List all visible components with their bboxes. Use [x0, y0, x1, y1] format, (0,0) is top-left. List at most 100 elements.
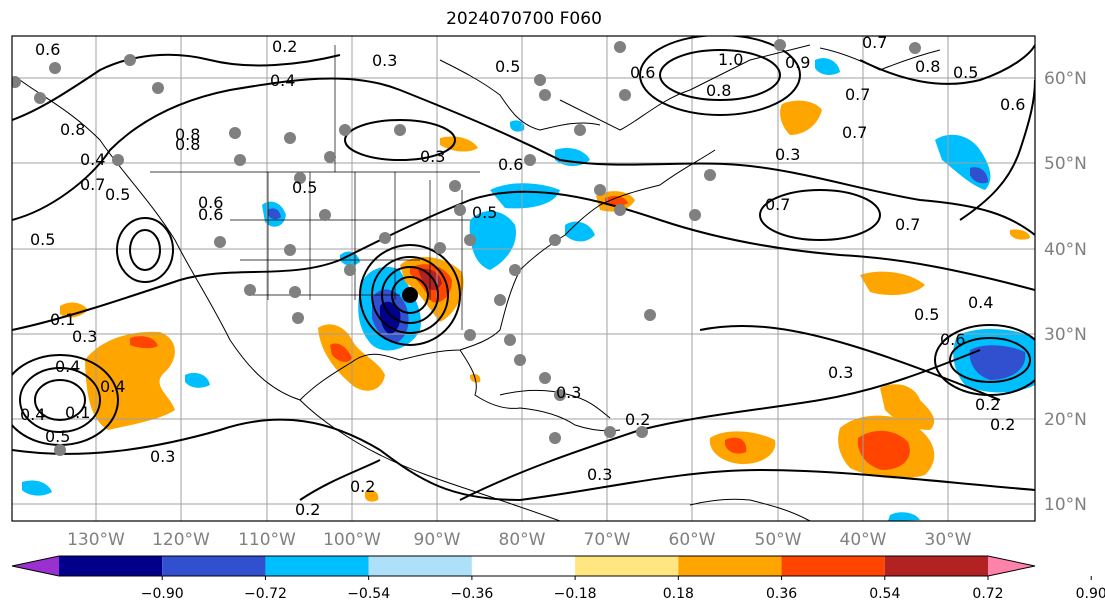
lat-label-60n: 60°N [1044, 69, 1087, 89]
contour-label: 0.7 [845, 85, 870, 104]
contour-labels: 0.6 0.2 0.3 0.3 0.6 0.1 0.4 1.0 0.6 0.8 … [20, 33, 1025, 519]
colorbar-tick-label: −0.72 [244, 586, 287, 602]
colorbar-tick-label: 0.72 [972, 586, 1003, 602]
lat-label-30n: 30°N [1044, 325, 1087, 345]
contour-label: 0.6 [940, 330, 965, 349]
lon-label-110w: 110°W [238, 530, 296, 550]
contour-label: 0.4 [80, 150, 105, 169]
latitude-labels: 60°N 50°N 40°N 30°N 20°N 10°N [1044, 69, 1087, 515]
contour-label: 0.3 [72, 327, 97, 346]
contour-label: 0.7 [765, 195, 790, 214]
lat-label-50n: 50°N [1044, 154, 1087, 174]
contour-label: 0.9 [785, 53, 810, 72]
contour-label: 0.5 [105, 185, 130, 204]
contour-label: 0.3 [556, 383, 581, 402]
contour-label: 0.8 [175, 125, 200, 144]
colorbar-tick-label: 0.18 [663, 586, 694, 602]
contour-label: 0.4 [20, 405, 45, 424]
colorbar-outline [11, 555, 1036, 577]
colorbar-tick-label: 0.54 [869, 586, 900, 602]
contour-label: 0.5 [292, 178, 317, 197]
colorbar-tick-label: 0.90 [1076, 586, 1105, 602]
contour-label: 0.8 [60, 120, 85, 139]
contour-label: 0.4 [968, 293, 993, 312]
lon-label-90w: 90°W [414, 530, 461, 550]
contour-label: 0.5 [914, 305, 939, 324]
colorbar-tick-label: 0.36 [766, 586, 797, 602]
lon-label-50w: 50°W [755, 530, 802, 550]
map-frame [11, 35, 1036, 522]
lon-label-30w: 30°W [925, 530, 972, 550]
contour-label: 0.6 [498, 155, 523, 174]
colorbar-segment [884, 556, 988, 576]
lon-label-130w: 130°W [67, 530, 125, 550]
contour-label: 0.3 [828, 363, 853, 382]
contour-label: 0.5 [45, 427, 70, 446]
contour-label: 0.5 [495, 57, 520, 76]
contour-label: 0.8 [175, 135, 200, 154]
contour-label: 0.8 [915, 57, 940, 76]
lat-label-40n: 40°N [1044, 240, 1087, 260]
lon-label-100w: 100°W [323, 530, 381, 550]
colorbar-segment [162, 556, 266, 576]
contour-label: 0.6 [1000, 95, 1025, 114]
contour-label: 0.7 [80, 175, 105, 194]
contour-label: 0.7 [895, 215, 920, 234]
storm-center-marker [402, 287, 418, 303]
colorbar-tick-label: −0.18 [554, 586, 597, 602]
colorbar: −0.90 −0.72 −0.54 −0.36 −0.18 0.18 0.36 0.54 0.7… [11, 555, 1105, 602]
lon-label-120w: 120°W [152, 530, 210, 550]
colorbar-segment [265, 556, 369, 576]
contour-label: 0.3 [420, 147, 445, 166]
contour-label: 0.1 [65, 403, 90, 422]
contour-label: 0.7 [862, 33, 887, 52]
contour-label: 0.7 [842, 123, 867, 142]
colorbar-tick-label: −0.54 [347, 586, 390, 602]
contour-label: 0.2 [625, 410, 650, 429]
contour-label: 0.3 [587, 465, 612, 484]
graticule [12, 36, 1035, 521]
contour-label: 1.0 [718, 50, 743, 69]
contour-label: 0.4 [270, 71, 295, 90]
contour-label: 0.5 [472, 203, 497, 222]
colorbar-segment [781, 556, 885, 576]
colorbar-tick-label: −0.36 [450, 586, 493, 602]
contour-label: 0.4 [100, 377, 125, 396]
contour-label: 0.2 [975, 395, 1000, 414]
colorbar-extend-max [988, 556, 1035, 576]
contour-label: 0.6 [630, 63, 655, 82]
colorbar-segment [59, 556, 163, 576]
contour-label: 0.1 [50, 310, 75, 329]
lon-label-70w: 70°W [584, 530, 631, 550]
contour-label: 0.6 [198, 193, 223, 212]
contour-label: 0.5 [953, 63, 978, 82]
contour-label: 0.3 [372, 51, 397, 70]
contour-label: 0.2 [272, 37, 297, 56]
colorbar-segment [575, 556, 679, 576]
contour-label: 0.2 [295, 500, 320, 519]
contour-lines [12, 36, 1035, 502]
contour-label: 0.6 [198, 205, 223, 224]
colorbar-segment [678, 556, 782, 576]
contour-label: 0.8 [706, 81, 731, 100]
contour-label: 0.6 [35, 40, 60, 59]
map-title: 2024070700 F060 [446, 9, 602, 29]
lon-label-80w: 80°W [499, 530, 546, 550]
colorbar-segment [368, 556, 472, 576]
contour-label: 0.4 [55, 357, 80, 376]
lon-label-60w: 60°W [669, 530, 716, 550]
lon-label-40w: 40°W [840, 530, 887, 550]
colorbar-tick-label: −0.90 [141, 586, 184, 602]
contour-label: 0.2 [990, 415, 1015, 434]
contour-label: 0.2 [350, 477, 375, 496]
lat-label-10n: 10°N [1044, 495, 1087, 515]
longitude-labels: 130°W 120°W 110°W 100°W 90°W 80°W 70°W 6… [67, 530, 972, 550]
lat-label-20n: 20°N [1044, 410, 1087, 430]
colorbar-segment [471, 556, 576, 576]
contour-label: 0.3 [150, 447, 175, 466]
contour-label: 0.3 [775, 145, 800, 164]
state-borders [150, 45, 480, 330]
colorbar-extend-min [12, 556, 59, 576]
contour-label: 0.5 [30, 230, 55, 249]
